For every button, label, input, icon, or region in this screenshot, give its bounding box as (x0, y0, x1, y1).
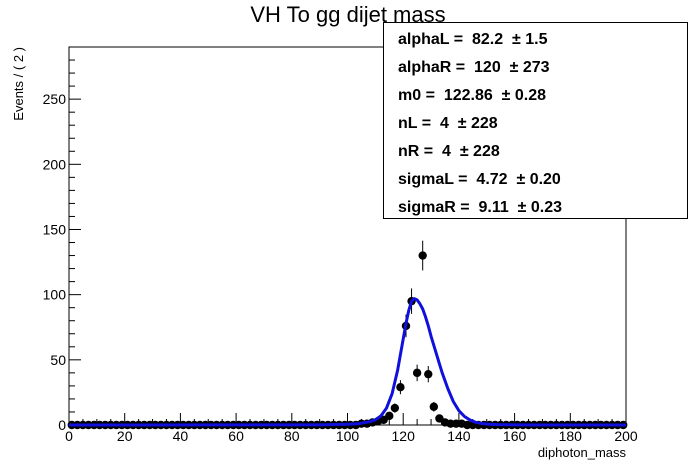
x-tick-label: 180 (559, 428, 583, 444)
fit-param-value: 9.11 (478, 199, 509, 216)
data-marks (67, 240, 628, 430)
equals-sign: = (417, 115, 440, 132)
plus-minus-sign: ± (492, 87, 515, 104)
fit-param-name: nR (398, 143, 420, 160)
data-point (424, 369, 433, 379)
y-tick-label: 250 (43, 91, 67, 107)
fit-param-m0: m0 = 122.86 ± 0.28 (398, 87, 546, 105)
fit-param-alphaR: alphaR = 120 ± 273 (398, 59, 550, 77)
y-tick-label: 150 (43, 221, 67, 237)
fit-param-value: 4 (439, 115, 449, 132)
fit-param-error: 0.20 (529, 171, 561, 188)
fit-param-name: sigmaL (398, 171, 454, 188)
plus-minus-sign: ± (500, 59, 523, 76)
fit-param-nL: nL = 4 ± 228 (398, 115, 498, 133)
fit-param-sigmaL: sigmaL = 4.72 ± 0.20 (398, 171, 561, 189)
fit-param-value: 4 (442, 143, 451, 160)
x-tick-label: 40 (173, 428, 189, 444)
y-axis-label: Events / ( 2 ) (11, 47, 26, 121)
x-tick-label: 20 (117, 428, 133, 444)
equals-sign: = (451, 59, 475, 76)
x-tick-label: 160 (503, 428, 527, 444)
fit-param-error: 0.23 (530, 199, 563, 216)
plus-minus-sign: ± (508, 199, 531, 216)
fit-param-alphaL: alphaL = 82.2 ± 1.5 (398, 31, 547, 49)
fit-param-nR: nR = 4 ± 228 (398, 143, 500, 161)
fit-param-value: 82.2 (471, 31, 504, 48)
fit-param-error: 1.5 (525, 31, 548, 48)
fit-param-name: alphaL (398, 31, 450, 48)
x-tick-label: 140 (447, 428, 471, 444)
x-tick-label: 80 (284, 428, 300, 444)
fit-parameters-box: alphaL = 82.2 ± 1.5 alphaR = 120 ± 273 m0 … (383, 22, 688, 219)
data-point (385, 411, 394, 421)
equals-sign: = (419, 143, 443, 160)
equals-sign: = (421, 87, 444, 104)
data-point (418, 251, 427, 260)
fit-param-name: alphaR (398, 59, 452, 76)
y-tick-label: 100 (43, 287, 67, 303)
fit-param-name: m0 (398, 87, 422, 104)
fit-param-sigmaR: sigmaR = 9.11 ± 0.23 (398, 199, 562, 217)
fit-param-error: 273 (522, 59, 550, 76)
plus-minus-sign: ± (503, 31, 526, 48)
y-tick-label: 50 (50, 352, 66, 368)
fit-param-value: 120 (474, 59, 501, 76)
fit-param-name: sigmaR (398, 199, 456, 216)
equals-sign: = (453, 171, 477, 188)
y-tick-label: 0 (58, 417, 66, 433)
fit-param-value: 122.86 (443, 87, 493, 104)
equals-sign: = (455, 199, 479, 216)
plus-minus-sign: ± (448, 115, 471, 132)
x-tick-label: 0 (65, 428, 73, 444)
y-tick-label: 200 (43, 156, 67, 172)
fit-param-error: 0.28 (514, 87, 547, 104)
fit-curve (68, 297, 626, 427)
data-point (390, 403, 400, 413)
x-axis-label: diphoton_mass (538, 445, 627, 460)
equals-sign: = (449, 31, 472, 48)
data-point (429, 402, 439, 411)
plus-minus-sign: ± (507, 171, 530, 188)
fit-param-error: 228 (473, 143, 500, 160)
data-point (396, 383, 405, 392)
fit-param-value: 4.72 (476, 171, 508, 188)
data-point (412, 368, 422, 378)
x-tick-label: 120 (392, 428, 416, 444)
fit-param-error: 228 (470, 115, 498, 132)
fit-param-name: nL (398, 115, 418, 132)
x-tick-label: 60 (228, 428, 244, 444)
plus-minus-sign: ± (450, 143, 474, 160)
x-tick-label: 100 (336, 428, 360, 444)
x-tick-label: 200 (614, 428, 638, 444)
